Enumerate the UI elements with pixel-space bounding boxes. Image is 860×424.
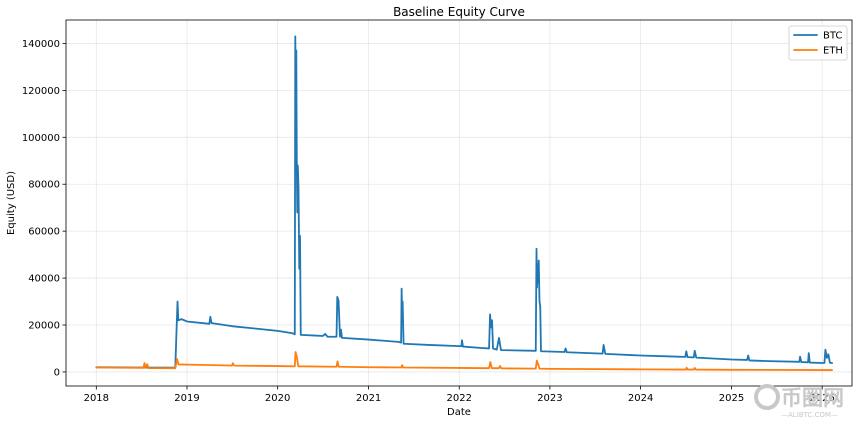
y-tick-label: 0 — [54, 367, 60, 378]
y-tick-label: 100000 — [22, 133, 60, 144]
x-tick-label: 2018 — [84, 393, 109, 404]
chart-title: Baseline Equity Curve — [393, 5, 525, 19]
x-tick-label: 2020 — [265, 393, 290, 404]
x-tick-label: 2021 — [356, 393, 381, 404]
legend-label-btc: BTC — [823, 31, 842, 42]
y-tick-label: 80000 — [28, 180, 60, 191]
series-line-btc — [95, 35, 834, 369]
x-tick-label: 2022 — [447, 393, 472, 404]
legend: BTC ETH — [788, 25, 848, 61]
legend-label-eth: ETH — [823, 46, 843, 57]
y-axis-ticks: 0 20000 40000 60000 80000 100000 120000 140000 — [22, 39, 66, 378]
x-tick-label: 2023 — [537, 393, 562, 404]
y-tick-label: 40000 — [28, 274, 60, 285]
y-tick-label: 120000 — [22, 86, 60, 97]
series-line-eth — [95, 351, 834, 371]
watermark-site-text: —ALIBTC.COM— — [781, 411, 838, 419]
x-tick-label: 2026 — [809, 393, 834, 404]
y-tick-label: 20000 — [28, 321, 60, 332]
x-axis-ticks: 2018 2019 2020 2021 2022 2023 2024 2025 2026 — [84, 386, 835, 404]
x-tick-label: 2019 — [174, 393, 199, 404]
x-tick-label: 2025 — [719, 393, 744, 404]
watermark-logo-text: 币圈网 — [781, 386, 844, 410]
y-tick-label: 140000 — [22, 39, 60, 50]
y-axis-title: Equity (USD) — [6, 171, 17, 235]
y-tick-label: 60000 — [28, 227, 60, 238]
watermark-logo: 币圈网 —ALIBTC.COM— — [754, 384, 844, 419]
coin-icon — [754, 384, 780, 410]
series-lines — [95, 35, 834, 371]
grid — [66, 20, 852, 386]
x-axis-title: Date — [447, 407, 471, 418]
x-tick-label: 2024 — [628, 393, 653, 404]
